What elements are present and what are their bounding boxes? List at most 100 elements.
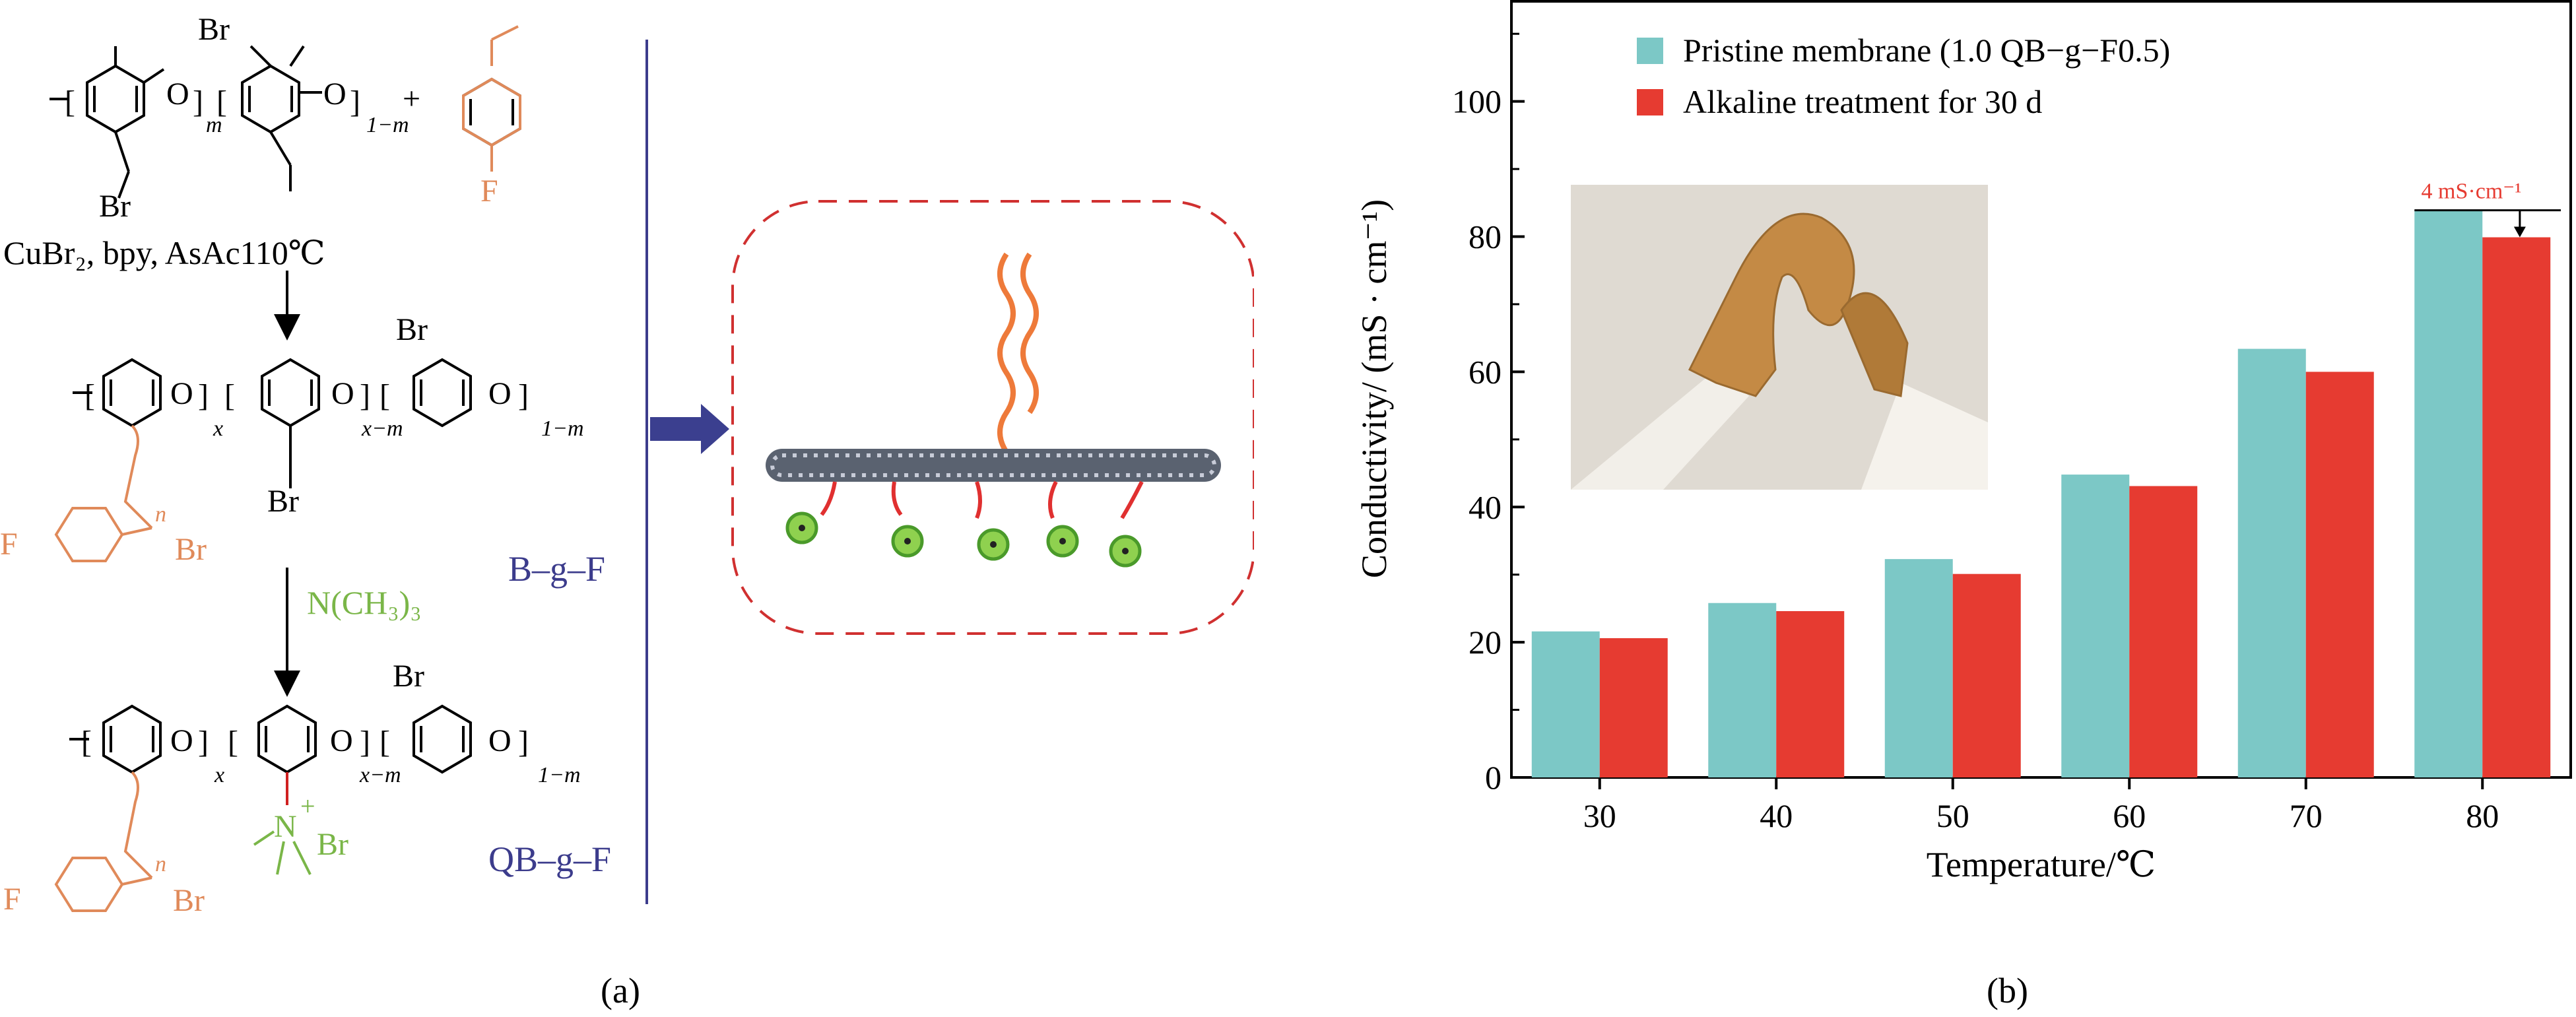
svg-text:]: ] (518, 725, 529, 760)
bar-pristine (1708, 603, 1777, 777)
bromide-3: Br (317, 827, 348, 862)
y-tick-label: 60 (1469, 353, 1502, 390)
x-tick-label: 40 (1760, 797, 1793, 834)
y-axis: 0 20 40 60 80 100 (1452, 32, 1525, 796)
panel-label-a: (a) (601, 971, 640, 1010)
cation-groups (785, 511, 1142, 568)
polymer-row-2: [ O ] x [ Br O ] x−m [ Br O ] 1−m F n Br (0, 312, 584, 567)
bar-alkaline (2482, 237, 2551, 777)
legend-label-pristine: Pristine membrane (1.0 QB−g−F0.5) (1683, 32, 2170, 69)
plot-frame (1510, 0, 2572, 779)
bar-pristine (1531, 631, 1600, 777)
svg-text:]: ] (360, 725, 370, 760)
annotation-label: 4 mS·cm⁻¹ (2422, 180, 2522, 204)
ammonium-charge: + (300, 791, 315, 821)
dashed-frame (731, 200, 1255, 635)
y-tick-label: 0 (1485, 759, 1502, 796)
fluorine-1: F (480, 174, 498, 209)
plus-sign: + (403, 81, 420, 116)
oxygen-3c: O (488, 723, 512, 758)
illustration-arrow (650, 404, 729, 454)
bracket-l2: [ (216, 84, 227, 119)
subscript-m: m (206, 113, 222, 137)
membrane-illustration (731, 200, 1255, 635)
oxygen-1a: O (166, 77, 189, 112)
subscript-1-m: 1−m (366, 113, 409, 137)
subscript-n-3: n (155, 852, 166, 876)
x-tick-label: 60 (2113, 797, 2146, 834)
conductivity-chart: 0 20 40 60 80 100 30 40 50 60 70 80 Pristine membr… (1354, 0, 2572, 884)
bar-pristine (2414, 210, 2483, 778)
svg-text:]: ] (198, 725, 209, 760)
legend-label-alkaline: Alkaline treatment for 30 d (1683, 83, 2042, 120)
oxygen-3a: O (170, 723, 193, 758)
svg-text:[: [ (224, 378, 235, 413)
subscript-n-2: n (155, 502, 166, 527)
subscript-x-3: x (214, 763, 224, 787)
bromine-3c: Br (393, 659, 424, 694)
y-axis-label: Conductivity/ (mS · cm⁻¹) (1354, 199, 1394, 578)
bracket-r2: ] (350, 84, 360, 119)
svg-text:]: ] (518, 378, 529, 413)
bar-alkaline (2305, 372, 2374, 777)
oxygen-2b: O (331, 376, 354, 411)
subscript-1-m-2: 1−m (541, 416, 584, 441)
svg-text:[: [ (81, 725, 92, 760)
subscript-x-m-3: x−m (359, 763, 401, 787)
bar-pristine (2237, 348, 2306, 777)
x-tick-label: 30 (1583, 797, 1616, 834)
oxygen-1b: O (323, 77, 347, 112)
x-tick-label: 70 (2290, 797, 2323, 834)
bar-pristine (1884, 559, 1953, 777)
bar-pristine (2061, 475, 2130, 777)
y-tick-label: 80 (1469, 218, 1502, 255)
bracket-l1: [ (65, 84, 75, 119)
polymer-row-3: [ O ] x [ O ] x−m [ Br O ] 1−m N + Br F … (3, 659, 581, 918)
panel-label-b: (b) (1987, 971, 2028, 1010)
bar-alkaline (2129, 486, 2198, 777)
fluorine-2: F (0, 527, 18, 562)
x-axis-label: Temperature/℃ (1927, 845, 2156, 884)
oxygen-3b: O (330, 723, 353, 758)
polymer-row-1: [ O ] m Br [ Br O ] 1−m + F (50, 12, 521, 224)
bracket-r1: ] (193, 84, 203, 119)
y-tick-label: 40 (1469, 488, 1502, 525)
annotation-arrowhead (2513, 226, 2526, 238)
svg-text:]: ] (360, 378, 370, 413)
reagent-atrp: CuBr₂, bpy, AsAc110℃ (3, 234, 325, 271)
svg-text:[: [ (228, 725, 238, 760)
legend-swatch-pristine (1637, 38, 1663, 64)
label-qbgf: QB–g–F (488, 839, 611, 879)
x-axis: 30 40 50 60 70 80 (1583, 777, 2499, 834)
svg-text:[: [ (380, 378, 390, 413)
panel-b: 0 20 40 60 80 100 30 40 50 60 70 80 Pristine membr… (1320, 0, 2576, 1014)
x-tick-label: 80 (2466, 797, 2499, 834)
subscript-x: x (213, 416, 223, 441)
label-bgf: B–g–F (508, 549, 605, 589)
nitrogen-3: N (274, 809, 297, 844)
bar-alkaline (1952, 574, 2021, 777)
bromine-1b: Br (198, 12, 230, 47)
subscript-1-m-3: 1−m (538, 763, 581, 787)
subscript-x-m: x−m (361, 416, 403, 441)
fluorine-3: F (3, 882, 21, 917)
svg-text:[: [ (84, 378, 95, 413)
reagent-trimethylamine: N(CH₃)₃ (307, 584, 422, 621)
x-tick-label: 50 (1936, 797, 1969, 834)
y-tick-label: 100 (1452, 83, 1502, 120)
bromine-2b: Br (267, 484, 299, 519)
graft-chain-2 (1020, 252, 1039, 414)
bar-alkaline (1776, 611, 1845, 777)
legend: Pristine membrane (1.0 QB−g−F0.5) Alkali… (1637, 32, 2170, 120)
y-tick-label: 20 (1469, 624, 1502, 661)
bar-alkaline (1599, 638, 1668, 777)
side-chains (820, 480, 1144, 519)
oxygen-2a: O (170, 376, 193, 411)
membrane-photo (1571, 185, 1988, 490)
reaction-scheme: [ O ] m Br [ Br O ] 1−m + F CuBr₂, bpy, … (0, 12, 1255, 918)
bromine-1a: Br (99, 189, 131, 224)
difference-annotation: 4 mS·cm⁻¹ (2414, 180, 2561, 238)
bars (1531, 210, 2551, 778)
svg-text:[: [ (380, 725, 390, 760)
bromine-2a: Br (175, 532, 207, 567)
